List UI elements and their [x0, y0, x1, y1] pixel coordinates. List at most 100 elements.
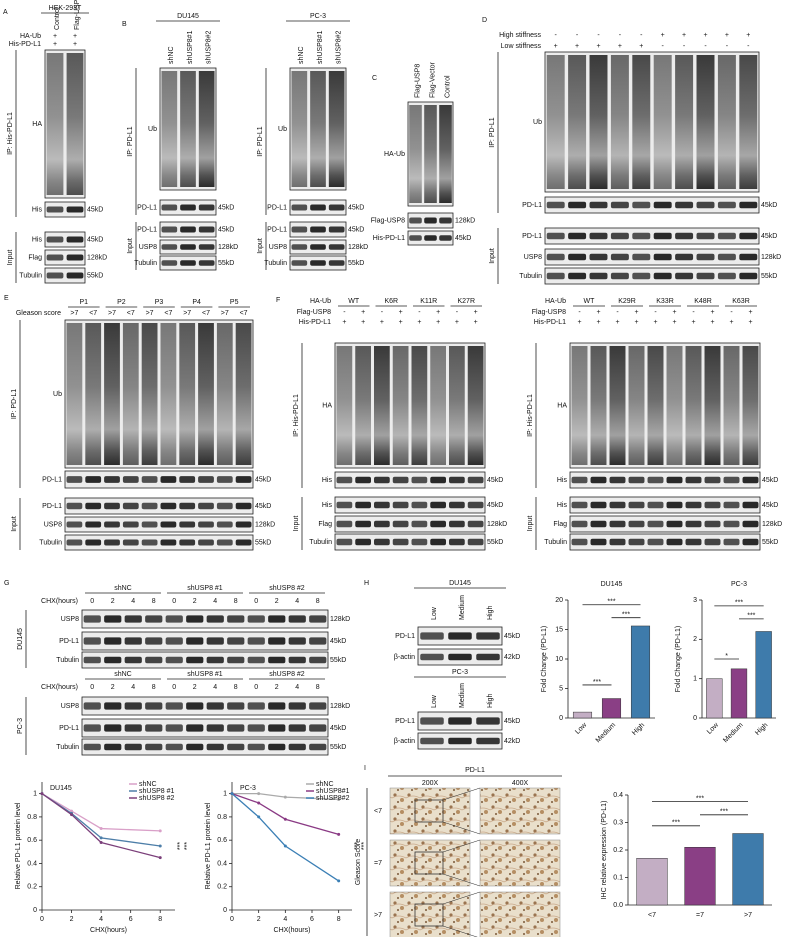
blot-band — [291, 226, 308, 233]
y-tick-label: 0 — [223, 907, 227, 914]
significance: * — [725, 653, 728, 660]
blot-band — [165, 637, 183, 645]
point — [230, 792, 234, 796]
blot-label: Tubulin — [56, 657, 79, 664]
smear-lane — [590, 346, 607, 465]
smear-lane — [122, 323, 139, 465]
lane-label: shUSP8#1 — [187, 30, 194, 64]
blot-band — [186, 656, 204, 664]
blot-band — [186, 637, 204, 645]
blot-band — [424, 217, 437, 224]
x-tick-label: High — [631, 722, 646, 737]
ihc-image — [389, 891, 471, 937]
treatment-mark: + — [710, 309, 714, 316]
blot-label: His — [32, 236, 43, 243]
smear-lane — [666, 346, 683, 465]
blot-band — [309, 724, 327, 732]
treatment-mark: 8 — [316, 598, 320, 605]
blot-band — [610, 272, 629, 280]
blot-band — [476, 632, 500, 640]
x-tick-label: 6 — [129, 916, 133, 923]
point — [337, 797, 341, 801]
treatment-mark: + — [596, 43, 600, 50]
blot-label: PD-L1 — [267, 204, 287, 211]
blot-band — [590, 520, 607, 528]
bar — [684, 847, 716, 906]
size-label: 55kD — [348, 260, 364, 267]
blot-band — [647, 520, 664, 528]
smear-lane — [424, 105, 437, 203]
size-label: 45kD — [348, 204, 364, 211]
blot-band — [742, 520, 759, 528]
zoom-line — [442, 839, 481, 853]
blot-band — [355, 476, 371, 484]
ip-label: IP: PD-L1 — [489, 117, 496, 147]
lane-label: Low — [431, 694, 438, 708]
blot-label: Tubulin — [39, 539, 62, 546]
lane-label: Flag-USP8 — [414, 64, 421, 98]
blot-band — [392, 476, 409, 484]
blot-band — [104, 539, 120, 546]
significance: *** — [607, 599, 615, 606]
ihc-image — [479, 839, 561, 887]
smear-lane — [291, 71, 308, 187]
blot-band — [430, 538, 446, 546]
blot-band — [589, 253, 608, 261]
blot-band — [742, 538, 759, 546]
blot-label: Flag — [553, 521, 567, 528]
blot-band — [568, 232, 587, 240]
blot-band — [141, 476, 158, 483]
blot-band — [355, 538, 371, 546]
smear-lane — [198, 323, 214, 465]
bar — [636, 858, 668, 906]
size-label: 45kD — [330, 725, 346, 732]
blot-band — [723, 501, 740, 509]
treatment-mark: + — [399, 319, 403, 326]
bar — [601, 698, 622, 719]
blot-label: His — [557, 502, 568, 509]
blot-band — [448, 632, 472, 640]
blot-band — [247, 743, 265, 751]
smear-lane — [685, 346, 702, 465]
treatment-mark: + — [474, 309, 478, 316]
x-tick-label: Low — [574, 721, 589, 736]
size-label: 45kD — [348, 226, 364, 233]
blot — [334, 533, 486, 551]
blot-band — [653, 253, 672, 261]
treatment-mark: + — [436, 319, 440, 326]
blot-band — [467, 538, 484, 546]
blot-band — [696, 253, 715, 261]
y-tick-label: 0.4 — [27, 860, 37, 867]
blot-label: β-actin — [394, 738, 415, 745]
treatment-mark: <7 — [240, 310, 248, 317]
row-label: Flag-USP8 — [532, 309, 566, 316]
y-axis-label: Relative PD-L1 protein level — [205, 802, 212, 889]
size-label: 128kD — [455, 217, 475, 224]
significance: *** — [354, 842, 361, 850]
blot-band — [476, 653, 500, 661]
blot-band — [717, 253, 736, 261]
blot-band — [198, 539, 214, 546]
treatment-mark: - — [654, 309, 657, 316]
smear-lane — [310, 71, 326, 187]
y-tick-label: 1 — [33, 790, 37, 797]
x-tick-label: 8 — [337, 916, 341, 923]
blot-band — [198, 502, 214, 510]
blot-band — [467, 520, 484, 528]
treatment-mark: - — [704, 43, 707, 50]
size-label: 45kD — [218, 204, 234, 211]
treatment-mark: + — [748, 309, 752, 316]
blot-band — [546, 201, 565, 209]
size-label: 128kD — [762, 521, 782, 528]
blot-label: HA-Ub — [384, 151, 405, 158]
treatment-mark: - — [662, 43, 665, 50]
blot-band — [227, 724, 245, 732]
x-axis-label: CHX(hours) — [274, 927, 311, 934]
lane-label: shUSP8#1 — [317, 30, 324, 64]
blot-band — [589, 232, 608, 240]
legend-label: shNC — [139, 781, 157, 788]
blot-band — [186, 724, 204, 732]
blot-band — [739, 253, 758, 261]
blot-band — [141, 521, 158, 528]
blot — [544, 227, 760, 245]
